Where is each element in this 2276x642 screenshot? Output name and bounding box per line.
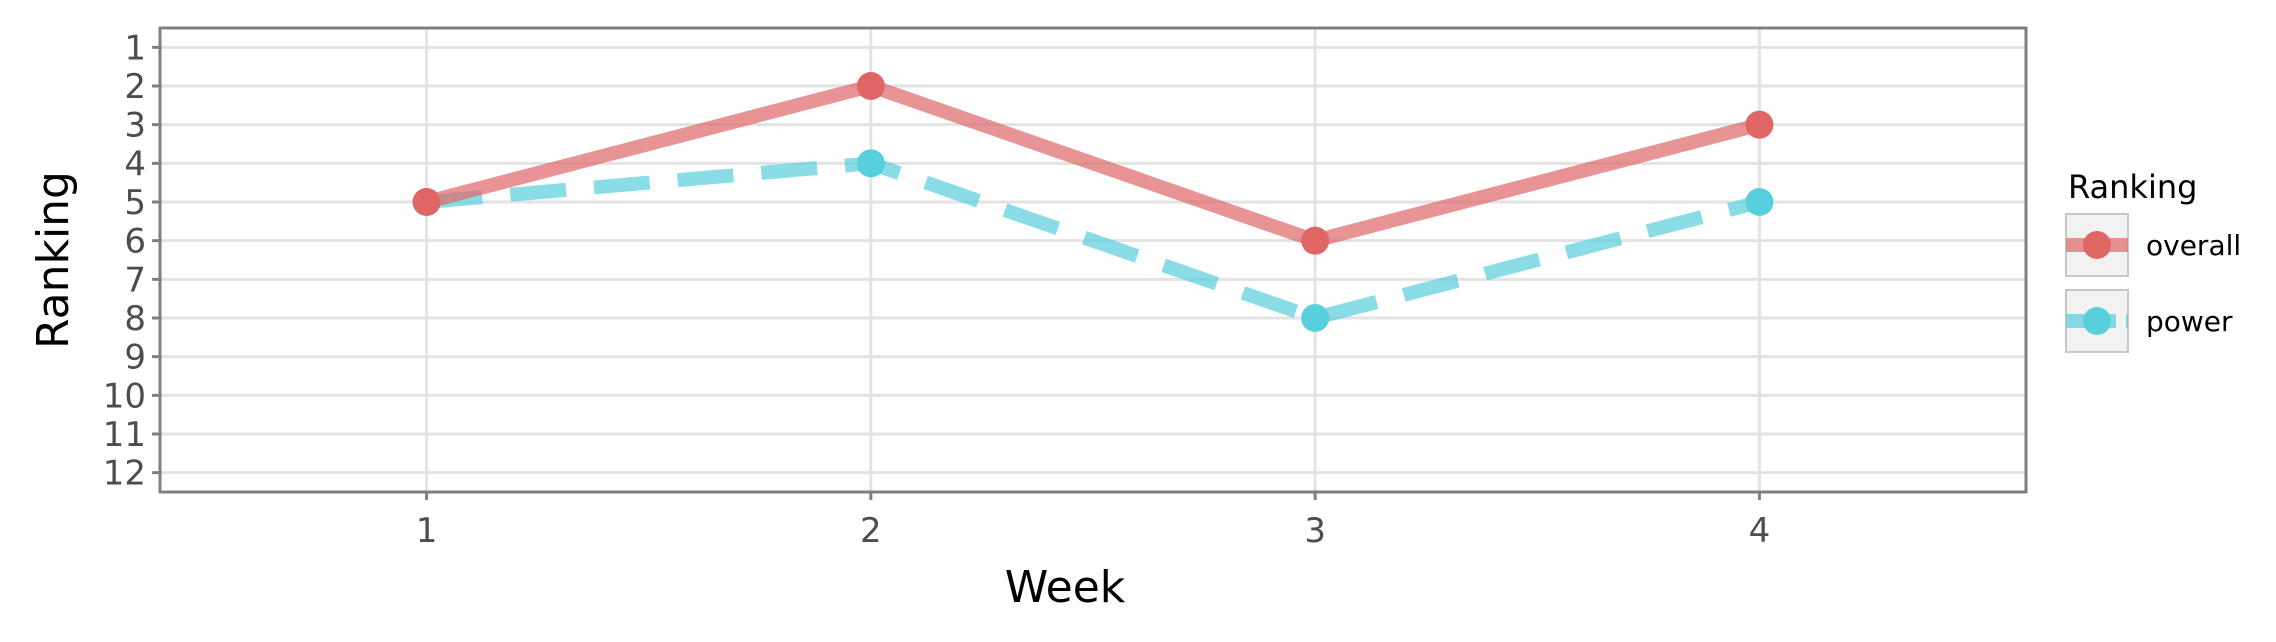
y-tick-label: 3 [124,106,146,146]
data-point-overall [412,188,441,216]
data-point-overall [1745,110,1774,139]
x-tick-label: 3 [1304,511,1326,551]
x-axis-title: Week [1005,562,1126,613]
data-point-power [1301,304,1330,332]
y-tick-label: 5 [124,183,146,223]
legend-label-power: power [2146,305,2233,338]
legend-key-marker-overall [2083,231,2111,259]
y-tick-label: 1 [124,28,146,68]
y-tick-label: 7 [124,260,146,300]
y-tick-label: 2 [124,67,146,107]
series-line-overall [424,79,1762,248]
data-point-power [1745,188,1774,216]
plot-background [160,28,2026,492]
y-tick-label: 11 [103,415,146,455]
y-tick-label: 12 [103,454,146,494]
legend-items: overall power [2065,213,2241,353]
y-tick-label: 6 [124,222,146,262]
y-tick-label: 10 [103,376,146,416]
legend-title: Ranking [2068,168,2197,206]
x-tick-label: 4 [1749,511,1771,551]
data-point-overall [1301,226,1330,255]
series-line-power [425,156,1762,325]
y-tick-label: 8 [124,299,146,339]
legend-label-overall: overall [2146,229,2241,262]
x-tick-label: 1 [416,511,438,551]
legend: Ranking overall power [2065,168,2241,353]
series-layer [412,72,1774,332]
legend-key-marker-power [2083,307,2111,335]
y-axis-title: Ranking [28,171,79,349]
y-tick-label: 4 [124,144,146,184]
data-point-power [856,149,885,178]
x-tick-label: 2 [860,511,882,551]
data-point-overall [856,72,885,100]
plot-border [158,26,2028,494]
y-tick-label: 9 [124,338,146,378]
